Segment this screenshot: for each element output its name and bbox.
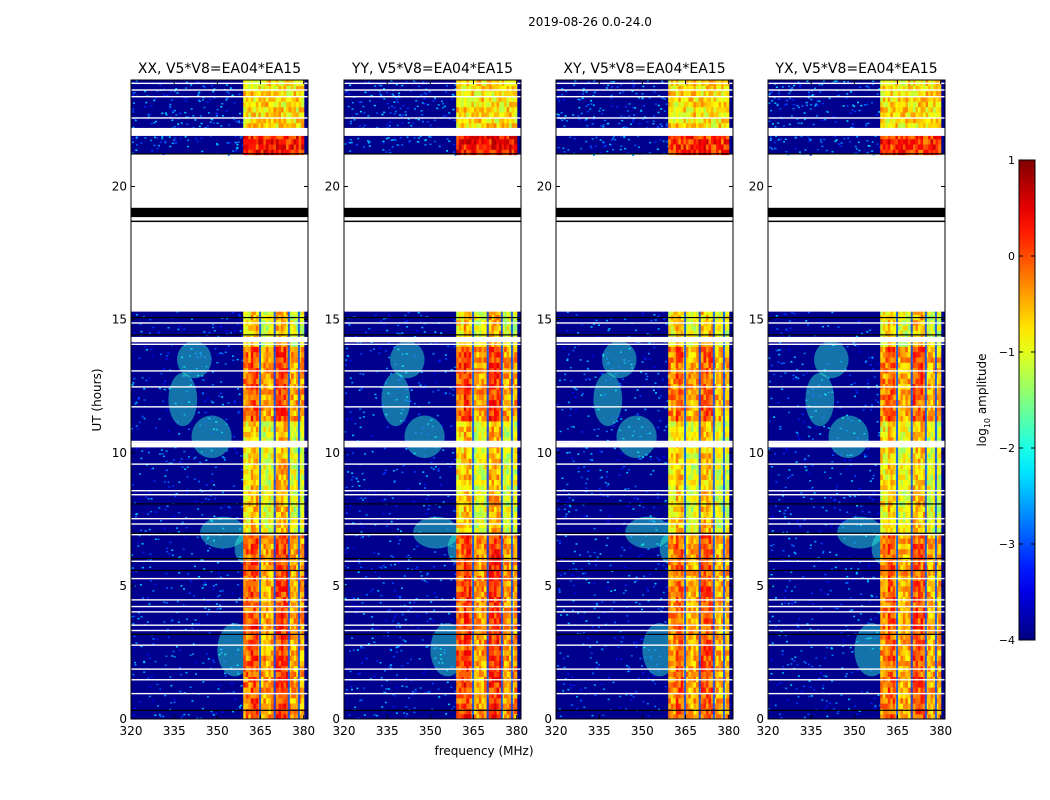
x-tick-label: 320 bbox=[333, 724, 356, 738]
panel-xy: XY, V5*V8=EA04*EA15 320 335 350 365 380 0 5 10 15… bbox=[537, 61, 740, 738]
panel-frame bbox=[343, 79, 522, 720]
y-tick-label: 20 bbox=[325, 180, 340, 194]
y-tick-label: 0 bbox=[756, 712, 764, 726]
x-tick-label: 380 bbox=[929, 724, 952, 738]
x-tick-label: 350 bbox=[631, 724, 654, 738]
y-tick-label: 20 bbox=[537, 180, 552, 194]
panel-title: YY, V5*V8=EA04*EA15 bbox=[351, 61, 513, 77]
y-tick-label: 0 bbox=[332, 712, 340, 726]
panel-frame bbox=[767, 79, 946, 720]
y-tick-label: 10 bbox=[112, 446, 127, 460]
x-axis-label: frequency (MHz) bbox=[434, 744, 533, 758]
x-tick-label: 335 bbox=[588, 724, 611, 738]
panel-title: YX, V5*V8=EA04*EA15 bbox=[774, 61, 937, 77]
x-tick-label: 320 bbox=[757, 724, 780, 738]
x-tick-label: 335 bbox=[800, 724, 823, 738]
panel-yy: YY, V5*V8=EA04*EA15 320 335 350 365 380 0 5 10 15… bbox=[325, 61, 528, 738]
panel-title: XX, V5*V8=EA04*EA15 bbox=[138, 61, 301, 77]
suptitle: 2019-08-26 0.0-24.0 bbox=[528, 15, 652, 29]
y-tick-label: 15 bbox=[537, 313, 552, 327]
colorbar-tick-label: 1 bbox=[1008, 154, 1015, 167]
y-tick-label: 5 bbox=[756, 579, 764, 593]
x-tick-label: 335 bbox=[376, 724, 399, 738]
x-tick-label: 380 bbox=[505, 724, 528, 738]
colorbar-tick-label: 0 bbox=[1008, 250, 1015, 263]
colorbar-tick-label: −4 bbox=[999, 634, 1015, 647]
panel-frame bbox=[130, 79, 309, 720]
y-tick-label: 15 bbox=[112, 313, 127, 327]
y-tick-label: 5 bbox=[544, 579, 552, 593]
panels: XX, V5*V8=EA04*EA15 320 335 350 365 380 0 5 10 15… bbox=[112, 61, 952, 738]
y-tick-label: 5 bbox=[332, 579, 340, 593]
x-tick-label: 380 bbox=[292, 724, 315, 738]
x-tick-label: 335 bbox=[163, 724, 186, 738]
x-tick-label: 380 bbox=[717, 724, 740, 738]
x-tick-label: 365 bbox=[674, 724, 697, 738]
panel-xx: XX, V5*V8=EA04*EA15 320 335 350 365 380 0 5 10 15… bbox=[112, 61, 315, 738]
colorbar-gradient bbox=[1018, 159, 1036, 641]
panel-title: XY, V5*V8=EA04*EA15 bbox=[563, 61, 725, 77]
y-tick-label: 10 bbox=[537, 446, 552, 460]
y-tick-label: 0 bbox=[119, 712, 127, 726]
y-tick-label: 15 bbox=[325, 313, 340, 327]
x-tick-label: 350 bbox=[206, 724, 229, 738]
panel-yx: YX, V5*V8=EA04*EA15 320 335 350 365 380 0 5 10 15… bbox=[749, 61, 952, 738]
panel-frame bbox=[555, 79, 734, 720]
x-tick-label: 350 bbox=[419, 724, 442, 738]
y-tick-label: 5 bbox=[119, 579, 127, 593]
x-tick-label: 365 bbox=[249, 724, 272, 738]
colorbar: 1 0 −1 −2 −3 −4 log10 amplitude bbox=[975, 154, 1036, 647]
x-tick-label: 350 bbox=[843, 724, 866, 738]
colorbar-tick-label: −3 bbox=[999, 538, 1015, 551]
x-tick-label: 320 bbox=[545, 724, 568, 738]
y-tick-label: 20 bbox=[749, 180, 764, 194]
x-tick-label: 365 bbox=[462, 724, 485, 738]
colorbar-label: log10 amplitude bbox=[975, 354, 992, 447]
x-tick-label: 320 bbox=[120, 724, 143, 738]
y-tick-label: 0 bbox=[544, 712, 552, 726]
colorbar-tick-label: −2 bbox=[999, 442, 1015, 455]
y-tick-label: 15 bbox=[749, 313, 764, 327]
x-tick-label: 365 bbox=[886, 724, 909, 738]
colorbar-tick-label: −1 bbox=[999, 346, 1015, 359]
y-tick-label: 20 bbox=[112, 180, 127, 194]
y-tick-label: 10 bbox=[749, 446, 764, 460]
y-tick-label: 10 bbox=[325, 446, 340, 460]
y-axis-label: UT (hours) bbox=[90, 368, 104, 431]
